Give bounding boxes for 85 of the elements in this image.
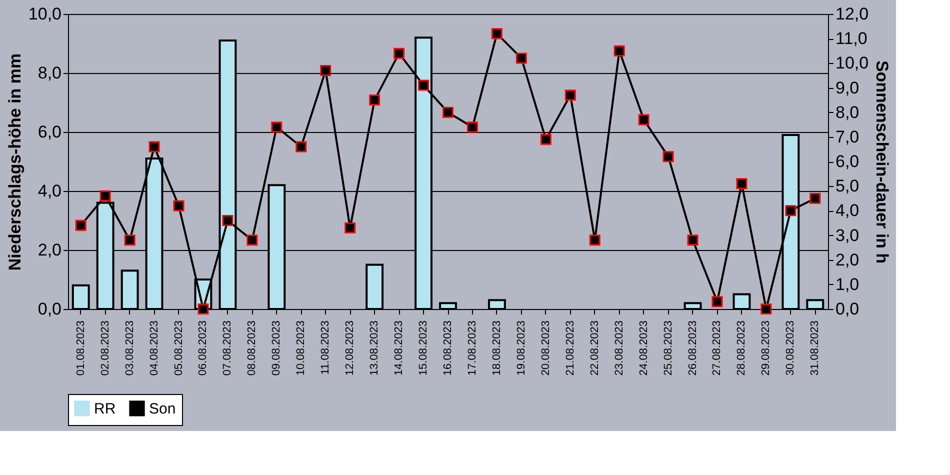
x-tick-label: 26.08.2023 [686, 320, 699, 376]
x-tick-label: 04.08.2023 [148, 320, 160, 376]
point [589, 234, 600, 246]
point [124, 234, 136, 246]
y2-tick-label: 2,0 [836, 250, 860, 270]
x-tick-label: 06.08.2023 [197, 320, 210, 376]
x-tick-label: 22.08.2023 [588, 320, 601, 376]
y2-tick-label: 10,0 [836, 54, 869, 73]
x-tick-label: 15.08.2023 [418, 320, 430, 376]
x-tick-label: 18.08.2023 [490, 320, 503, 376]
y-tick-label: 0,0 [38, 300, 62, 318]
point [687, 234, 698, 246]
x-tick-label: 14.08.2023 [393, 320, 406, 376]
x-tick-label: 21.08.2023 [564, 320, 576, 376]
x-tick-label: 07.08.2023 [222, 320, 234, 376]
point [320, 65, 332, 76]
y2-tick-label: 12,0 [836, 4, 869, 24]
point [100, 190, 111, 202]
y-tick-label: 10,0 [28, 4, 62, 24]
point [516, 52, 527, 64]
x-tick-label: 28.08.2023 [736, 320, 748, 376]
x-tick-label: 25.08.2023 [662, 320, 674, 376]
point [271, 122, 282, 133]
point [344, 222, 356, 234]
point [75, 220, 86, 231]
x-tick-label: 11.08.2023 [320, 320, 332, 375]
y2-tick-label: 11,0 [836, 29, 868, 48]
x-tick-label: 24.08.2023 [638, 320, 650, 376]
point [540, 134, 552, 145]
point [198, 304, 209, 314]
y2-tick-label: 7,0 [836, 127, 860, 146]
point [296, 141, 307, 152]
point [173, 200, 184, 212]
point [564, 90, 576, 101]
x-tick-label: 29.08.2023 [760, 320, 772, 376]
point [246, 234, 258, 246]
y-tick-label: 6,0 [38, 122, 62, 142]
legend-label: RR [94, 400, 116, 418]
y2-tick-label: 1,0 [836, 274, 860, 294]
point [466, 122, 478, 133]
y-tick-label: 8,0 [38, 64, 62, 82]
point [418, 80, 430, 91]
x-tick-label: 01.08.2023 [74, 320, 87, 376]
x-tick-label: 02.08.2023 [99, 320, 112, 376]
y-tick-label: 4,0 [38, 182, 62, 200]
point [712, 296, 723, 308]
x-tick-label: 16.08.2023 [442, 320, 454, 376]
point [222, 215, 234, 226]
point [785, 205, 796, 216]
x-tick-label: 31.08.2023 [809, 320, 822, 376]
y-axis-title: Niederschlags-höhe in mm [5, 53, 24, 271]
y2-tick-label: 8,0 [836, 102, 860, 122]
legend-label: Son [149, 400, 176, 418]
point [369, 94, 380, 106]
x-tick-label: 30.08.2023 [784, 320, 797, 376]
point [491, 28, 502, 40]
y2-tick-label: 5,0 [836, 176, 860, 196]
x-tick-label: 05.08.2023 [172, 320, 185, 376]
x-tick-label: 08.08.2023 [246, 320, 258, 376]
x-tick-label: 17.08.2023 [466, 320, 478, 376]
x-tick-label: 12.08.2023 [344, 320, 356, 376]
x-tick-label: 23.08.2023 [613, 320, 626, 376]
point [810, 192, 821, 204]
point [760, 304, 772, 314]
y-tick-label: 2,0 [38, 240, 62, 260]
x-tick-label: 10.08.2023 [295, 320, 308, 376]
point [614, 45, 625, 56]
x-tick-label: 20.08.2023 [540, 320, 552, 376]
y2-tick-label: 0,0 [836, 300, 860, 318]
x-tick-label: 19.08.2023 [515, 320, 528, 376]
y2-axis-title: Sonnenschein-dauer in h [872, 60, 892, 264]
x-tick-label: 09.08.2023 [270, 320, 283, 376]
x-tick-label: 13.08.2023 [368, 320, 381, 376]
point [394, 48, 405, 59]
x-tick-label: 03.08.2023 [124, 320, 136, 376]
point [148, 141, 160, 152]
point [662, 151, 674, 162]
point [736, 178, 748, 190]
point [638, 114, 650, 126]
y2-tick-label: 3,0 [836, 226, 860, 245]
y2-tick-label: 6,0 [836, 152, 860, 171]
y2-tick-label: 9,0 [836, 78, 860, 98]
y2-tick-label: 4,0 [836, 201, 860, 220]
x-tick-label: 27.08.2023 [711, 320, 724, 376]
point [442, 106, 454, 118]
